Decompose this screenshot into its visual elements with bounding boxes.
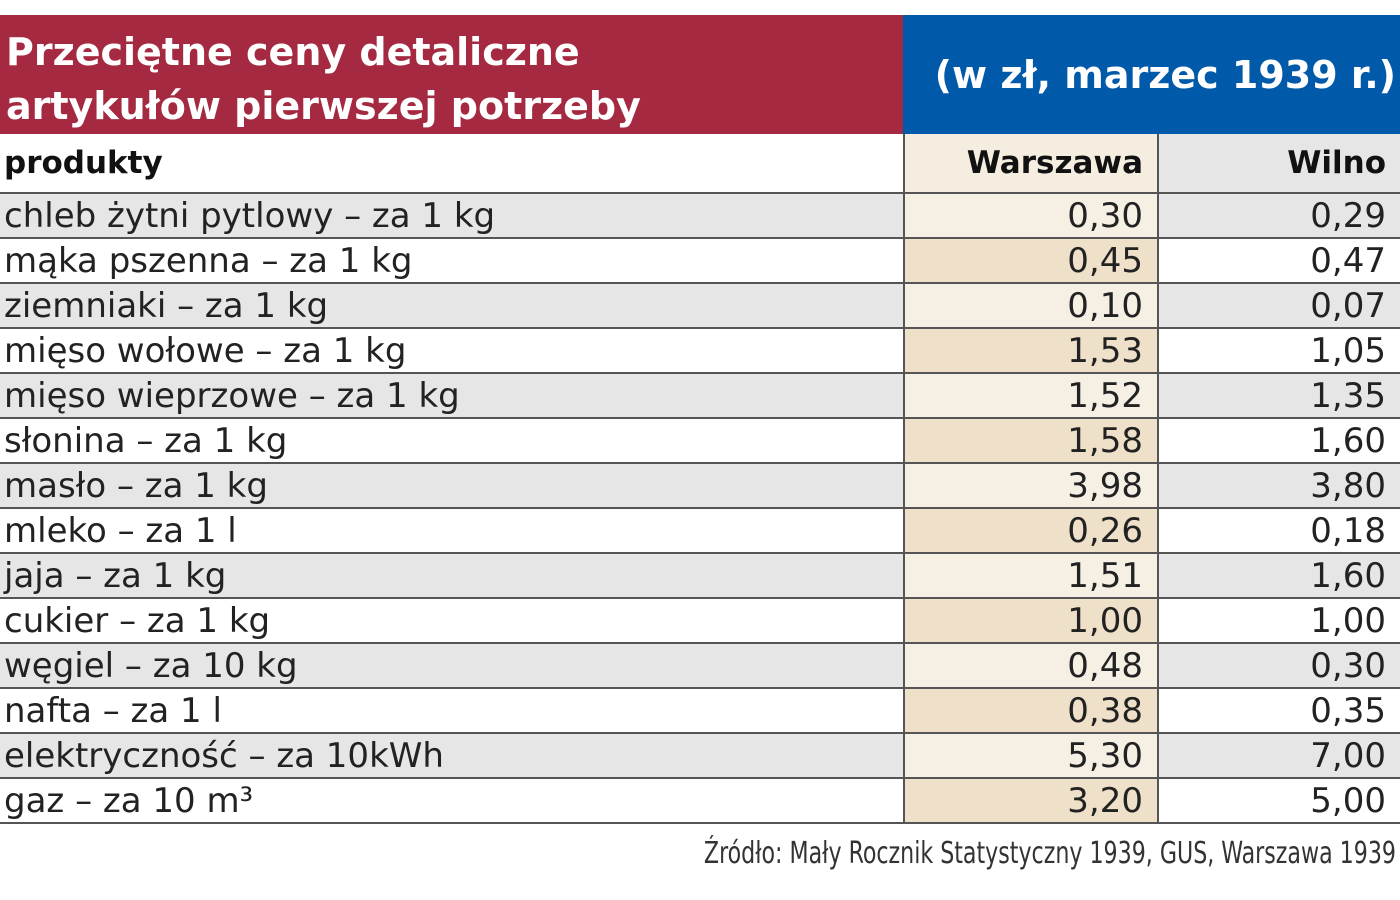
price-cell: 3,80 xyxy=(1157,464,1400,509)
unit-banner: (w zł, marzec 1939 r.) xyxy=(903,15,1400,134)
title-line: artykułów pierwszej potrzeby xyxy=(6,84,641,128)
price-cell: 1,58 xyxy=(903,419,1157,464)
product-cell: gaz – za 10 m³ xyxy=(0,779,903,824)
product-cell: chleb żytni pytlowy – za 1 kg xyxy=(0,194,903,239)
price-cell: 5,30 xyxy=(903,734,1157,779)
price-cell: 0,35 xyxy=(1157,689,1400,734)
price-cell: 7,00 xyxy=(1157,734,1400,779)
source-note: Źródło: Mały Rocznik Statystyczny 1939, … xyxy=(703,836,1396,871)
product-cell: mięso wołowe – za 1 kg xyxy=(0,329,903,374)
price-cell: 3,20 xyxy=(903,779,1157,824)
price-cell: 1,51 xyxy=(903,554,1157,599)
price-cell: 1,00 xyxy=(1157,599,1400,644)
price-cell: 0,07 xyxy=(1157,284,1400,329)
product-cell: cukier – za 1 kg xyxy=(0,599,903,644)
price-cell: 0,45 xyxy=(903,239,1157,284)
price-cell: 0,10 xyxy=(903,284,1157,329)
price-cell: 3,98 xyxy=(903,464,1157,509)
title-banner: Przeciętne ceny detaliczne artykułów pie… xyxy=(0,15,903,134)
product-cell: jaja – za 1 kg xyxy=(0,554,903,599)
product-cell: węgiel – za 10 kg xyxy=(0,644,903,689)
product-cell: masło – za 1 kg xyxy=(0,464,903,509)
title-line: Przeciętne ceny detaliczne xyxy=(6,30,580,74)
price-cell: 1,52 xyxy=(903,374,1157,419)
price-cell: 0,30 xyxy=(903,194,1157,239)
price-cell: 1,35 xyxy=(1157,374,1400,419)
price-cell: 1,53 xyxy=(903,329,1157,374)
column-header: Warszawa xyxy=(903,134,1157,194)
price-cell: 1,00 xyxy=(903,599,1157,644)
product-cell: ziemniaki – za 1 kg xyxy=(0,284,903,329)
product-cell: słonina – za 1 kg xyxy=(0,419,903,464)
product-cell: mleko – za 1 l xyxy=(0,509,903,554)
price-cell: 5,00 xyxy=(1157,779,1400,824)
price-cell: 0,29 xyxy=(1157,194,1400,239)
price-cell: 1,60 xyxy=(1157,419,1400,464)
price-cell: 0,48 xyxy=(903,644,1157,689)
price-cell: 0,30 xyxy=(1157,644,1400,689)
price-cell: 0,26 xyxy=(903,509,1157,554)
product-cell: mięso wieprzowe – za 1 kg xyxy=(0,374,903,419)
column-header: Wilno xyxy=(1157,134,1400,194)
product-cell: nafta – za 1 l xyxy=(0,689,903,734)
unit-note: (w zł, marzec 1939 r.) xyxy=(934,52,1396,97)
price-cell: 0,38 xyxy=(903,689,1157,734)
price-cell: 1,60 xyxy=(1157,554,1400,599)
column-header: produkty xyxy=(0,134,903,194)
product-cell: mąka pszenna – za 1 kg xyxy=(0,239,903,284)
price-cell: 1,05 xyxy=(1157,329,1400,374)
product-cell: elektryczność – za 10kWh xyxy=(0,734,903,779)
price-cell: 0,18 xyxy=(1157,509,1400,554)
price-cell: 0,47 xyxy=(1157,239,1400,284)
